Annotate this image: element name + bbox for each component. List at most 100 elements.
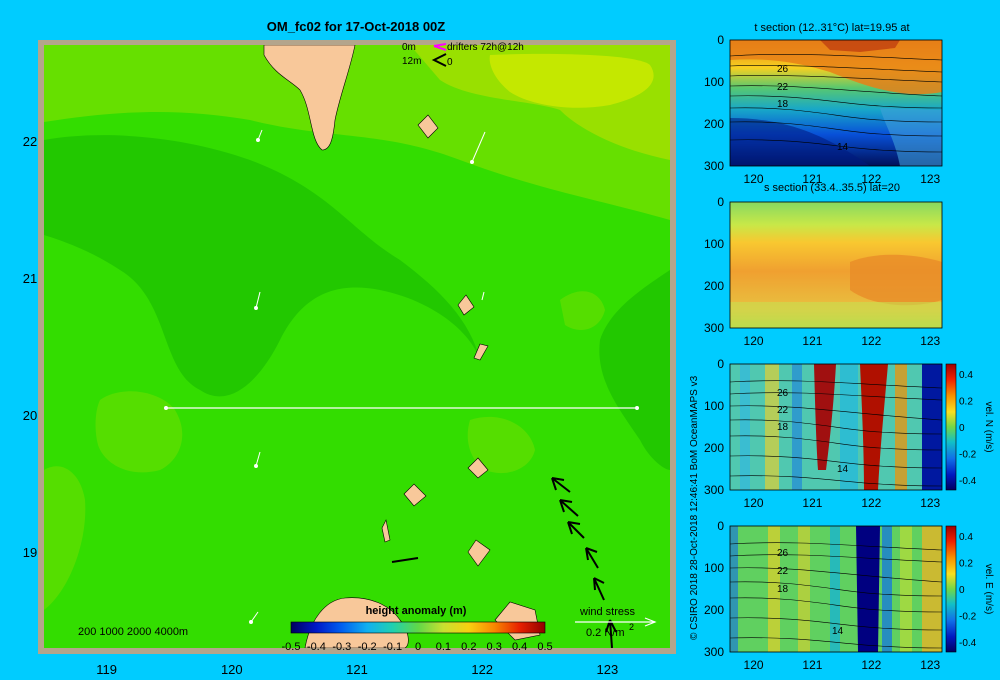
drifter-tracks — [249, 129, 486, 624]
temperature-contour — [729, 567, 943, 583]
temperature-section-panel: 26 22 18 14 t section (12..31°C) lat=19.… — [729, 22, 943, 167]
drifter-track — [481, 291, 485, 301]
temperature-contour — [729, 95, 943, 109]
temperature-contour — [729, 121, 943, 137]
velocity-band — [922, 364, 942, 490]
salinity-section-title: s section (33.4..35.5) lat=20 — [764, 182, 900, 194]
temperature-contour — [729, 617, 943, 631]
velocity-colorbar-tick-label: 0.4 — [959, 532, 973, 543]
drifter-track — [255, 291, 261, 309]
contour-yellow-patch — [489, 53, 654, 108]
velocity-colorbar-tick-label: 0 — [959, 423, 965, 434]
temperature-contour-label: 18 — [777, 99, 789, 110]
salinity-section-panel: s section (33.4..35.5) lat=20 — [729, 182, 943, 329]
temperature-contour — [729, 54, 943, 61]
section-y-tick-label: 300 — [704, 645, 724, 659]
colorbar-tick-label: 0.2 — [461, 641, 476, 653]
velocity-band — [895, 364, 907, 490]
temperature-contour — [729, 475, 943, 487]
wind-stress-arrows — [391, 477, 617, 648]
velocity-east-contours — [729, 542, 943, 649]
legend-current-text: 0 — [447, 57, 453, 68]
temperature-contour — [729, 65, 943, 73]
island-6 — [467, 539, 491, 567]
velocity-band — [740, 364, 750, 490]
wind-arrow — [551, 477, 571, 493]
section-x-tick-label: 122 — [861, 496, 881, 510]
current-legend-icon — [431, 53, 447, 67]
section-start-marker — [164, 406, 168, 410]
map-y-tick-label: 19 — [23, 545, 37, 560]
contour-high-patch-1 — [467, 416, 535, 474]
temperature-contour — [729, 75, 943, 83]
section-y-tick-label: 100 — [704, 399, 724, 413]
section-x-tick-label: 122 — [861, 334, 881, 348]
velocity-east-contour-label: 26 — [777, 548, 789, 559]
velocity-east-contour-label: 14 — [832, 626, 844, 637]
section-y-tick-label: 0 — [717, 33, 724, 47]
section-x-tick-label: 120 — [744, 496, 764, 510]
section-y-tick-label: 200 — [704, 441, 724, 455]
section-x-tick-label: 120 — [744, 334, 764, 348]
map-x-tick-label: 119 — [96, 662, 117, 677]
colorbar-tick-labels: -0.5 -0.4 -0.3 -0.2 -0.1 0 0.1 0.2 0.3 0.4 0.5 — [282, 641, 553, 653]
section-x-tick-label: 120 — [744, 658, 764, 672]
map-x-tick-labels: 119 120 121 122 123 — [96, 662, 618, 677]
island-3 — [473, 343, 489, 361]
temperature-contour — [729, 581, 943, 597]
section-x-tick-label: 122 — [861, 172, 881, 186]
velocity-east-contour-label: 22 — [777, 566, 789, 577]
velocity-colorbar-tick-label: 0.2 — [959, 397, 973, 408]
drifter-end — [254, 306, 258, 310]
height-colorbar — [290, 621, 546, 634]
temperature-contour — [729, 419, 943, 435]
velocity-east-colorbar-label: vel. E (m/s) — [983, 564, 994, 615]
velocity-colorbar-tick-label: -0.2 — [959, 450, 977, 461]
velocity-band — [900, 526, 912, 652]
map-y-tick-labels: 22 21 20 19 — [23, 134, 37, 560]
velocity-band — [856, 526, 880, 652]
velocity-north-panel: 26 22 18 14 vel. N (m/s) — [729, 363, 994, 491]
contour-high-patch-2 — [560, 291, 605, 330]
legend-0m-label: 0m — [402, 42, 416, 53]
section-x-tick-label: 123 — [920, 658, 940, 672]
velocity-band — [792, 364, 802, 490]
wind-arrow — [593, 577, 605, 601]
velocity-band — [765, 364, 779, 490]
section-y-tick-label: 100 — [704, 237, 724, 251]
map-x-tick-label: 123 — [597, 662, 619, 677]
temperature-contour — [729, 405, 943, 421]
colorbar-tick-label: 0.3 — [487, 641, 502, 653]
wind-stress-arrowhead — [644, 617, 657, 627]
section-panel-tick-labels: 120 121 122 123 0 100 200 300 120 121 122 123 0 100 20… — [704, 33, 977, 672]
velocity-band — [882, 526, 892, 652]
temperature-contour — [729, 554, 943, 563]
velocity-north-frame — [729, 363, 943, 491]
drifter-track — [250, 611, 259, 623]
colorbar-tick-label: -0.1 — [383, 641, 402, 653]
map-y-tick-label: 20 — [23, 408, 37, 423]
colorbar-tick-label: 0.1 — [436, 641, 451, 653]
temperature-contour-label: 26 — [777, 64, 789, 75]
velocity-north-contour-label: 14 — [837, 464, 849, 475]
colorbar-tick-label: -0.5 — [282, 641, 301, 653]
map-x-tick-label: 120 — [221, 662, 243, 677]
temperature-contour — [729, 380, 943, 389]
map-x-tick-label: 122 — [471, 662, 493, 677]
section-x-tick-label: 121 — [802, 658, 822, 672]
drifter-end — [256, 138, 260, 142]
velocity-north-contour-label: 18 — [777, 422, 789, 433]
velocity-band — [860, 364, 888, 490]
section-y-tick-label: 0 — [717, 357, 724, 371]
surface-warm-patch — [820, 40, 900, 52]
section-y-tick-label: 100 — [704, 561, 724, 575]
velocity-band — [798, 526, 810, 652]
salinity-deep-band — [730, 302, 942, 328]
section-x-tick-label: 121 — [802, 334, 822, 348]
section-end-marker — [635, 406, 639, 410]
island-1 — [417, 114, 439, 139]
section-x-tick-label: 122 — [861, 658, 881, 672]
velocity-band — [768, 526, 780, 652]
